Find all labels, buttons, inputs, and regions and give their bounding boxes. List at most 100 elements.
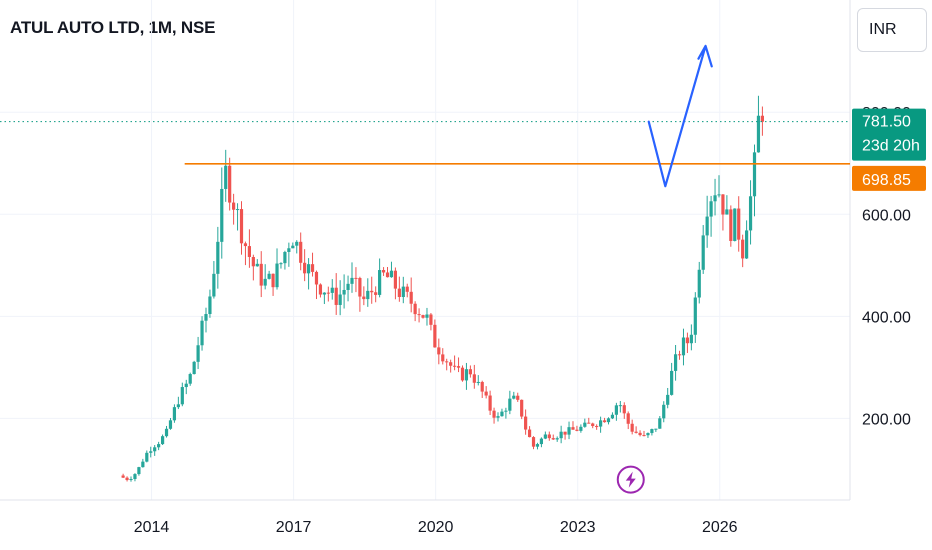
candle-body — [452, 365, 457, 367]
candle-body — [441, 354, 445, 362]
candle-body — [314, 271, 319, 285]
y-tick-label: 400.00 — [862, 309, 911, 326]
candle-body — [330, 287, 334, 293]
candle-body — [705, 216, 709, 236]
candle-body — [303, 262, 307, 274]
candle-body — [602, 420, 607, 423]
candle-body — [232, 202, 236, 210]
chart-title: ATUL AUTO LTD, 1M, NSE — [10, 18, 216, 37]
candle-body — [228, 165, 232, 203]
candle-body — [310, 264, 315, 272]
candle-body — [129, 479, 133, 481]
currency-button[interactable]: INR — [857, 8, 927, 52]
candle-body — [393, 270, 398, 289]
candle-body — [614, 405, 618, 415]
candle-body — [425, 314, 429, 318]
event-marker[interactable] — [616, 465, 645, 494]
candle-body — [535, 444, 540, 447]
candle-body — [318, 284, 323, 295]
lightning-icon[interactable] — [616, 465, 645, 494]
candle-body — [299, 241, 303, 263]
candle-body — [587, 422, 591, 424]
candle-body — [326, 292, 330, 294]
x-tick-label: 2026 — [702, 519, 738, 536]
candle-body — [176, 404, 180, 408]
candle-body — [733, 208, 737, 241]
candle-body — [378, 270, 382, 295]
candle-body — [338, 294, 342, 305]
candle-body — [571, 427, 575, 430]
candle-body — [693, 297, 697, 335]
candle-body — [563, 431, 567, 435]
candle-body — [547, 434, 551, 439]
candle-body — [745, 230, 749, 259]
candle-body — [642, 435, 646, 437]
candle-body — [725, 209, 729, 215]
candle-body — [729, 209, 733, 241]
candle-body — [539, 438, 544, 445]
candle-body — [567, 427, 571, 435]
candle-body — [405, 286, 409, 292]
candle-body — [267, 273, 271, 279]
candle-body — [141, 461, 145, 468]
projection-arrow[interactable] — [647, 44, 713, 188]
candle-body — [650, 429, 654, 434]
price-badges: 781.50 23d 20h 698.85 — [852, 108, 926, 191]
candle-body — [638, 432, 642, 436]
candle-body — [737, 208, 741, 240]
x-tick-label: 2014 — [134, 519, 170, 536]
candle-body — [685, 337, 690, 344]
candle-body — [137, 467, 141, 475]
candle-body — [468, 369, 472, 375]
candle-body — [259, 263, 263, 286]
time-axis[interactable]: 2014 2017 2020 2023 2026 — [134, 519, 738, 536]
candle-body — [622, 405, 626, 414]
x-tick-label: 2020 — [418, 519, 454, 536]
candle-body — [401, 286, 405, 298]
candle-body — [283, 251, 287, 264]
candle-body — [121, 475, 125, 478]
candle-body — [445, 361, 449, 363]
candle-body — [579, 426, 583, 431]
candle-body — [520, 399, 524, 417]
candle-body — [618, 405, 622, 407]
candle-body — [575, 429, 579, 431]
candle-body — [362, 296, 366, 300]
x-tick-label: 2017 — [276, 519, 312, 536]
candles — [121, 95, 764, 482]
candle-body — [149, 451, 153, 453]
candle-body — [381, 270, 386, 273]
candle-body — [204, 314, 208, 321]
candle-body — [670, 370, 674, 395]
candle-body — [508, 398, 512, 411]
candle-body — [464, 369, 469, 381]
candle-body — [666, 394, 670, 405]
candle-body — [216, 241, 220, 274]
candle-body — [168, 420, 173, 429]
candle-body — [125, 477, 129, 481]
candle-body — [658, 418, 662, 429]
drawings[interactable] — [0, 44, 850, 188]
candle-body — [346, 283, 350, 290]
candle-body — [160, 436, 165, 445]
candle-body — [192, 361, 196, 375]
candle-body — [358, 278, 362, 297]
candle-body — [646, 433, 650, 436]
candle-body — [543, 434, 547, 439]
candle-body — [247, 246, 251, 257]
candle-body — [251, 256, 255, 267]
candle-body — [224, 165, 228, 189]
candle-body — [239, 209, 244, 244]
candle-body — [279, 263, 283, 265]
candle-body — [334, 287, 338, 305]
candle-body — [654, 428, 658, 430]
candle-body — [153, 447, 157, 452]
candle-body — [492, 410, 496, 418]
candle-body — [389, 270, 394, 278]
candle-body — [212, 273, 216, 297]
candle-body — [480, 381, 484, 392]
candle-body — [721, 194, 725, 215]
candle-body — [717, 194, 721, 196]
